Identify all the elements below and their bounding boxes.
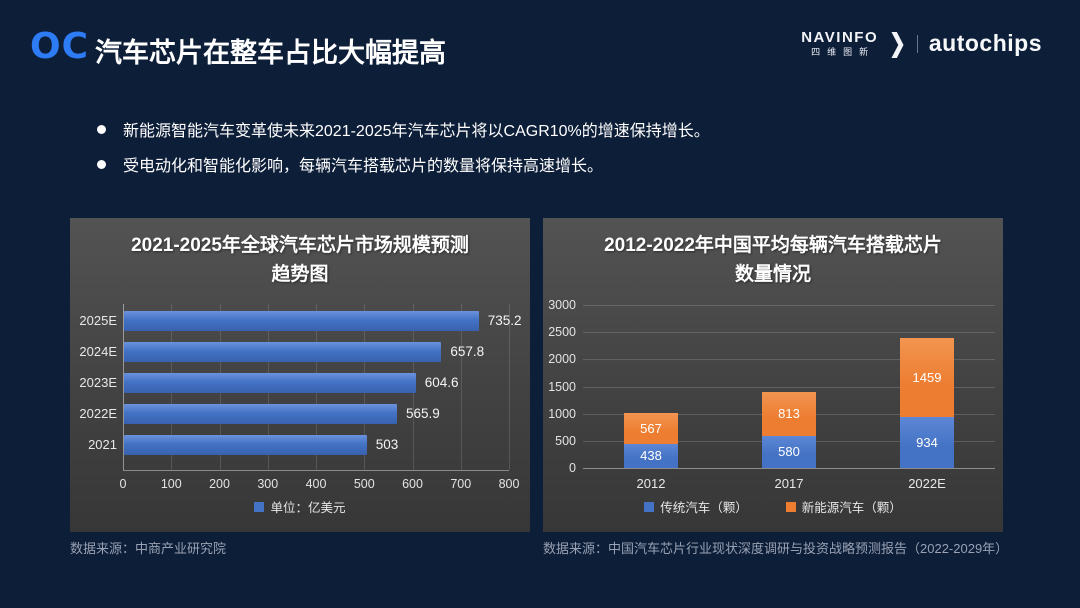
legend-entry: 单位：亿美元 — [254, 497, 346, 516]
oc-logo: OC — [30, 26, 90, 67]
y-tick-label: 2000 — [548, 352, 576, 367]
brand-divider — [916, 34, 918, 53]
segment-2012 — [624, 444, 678, 468]
y-tick-label: 3000 — [548, 298, 576, 312]
right-chart-title: 2012-2022年中国平均每辆汽车搭载芯片 数量情况 — [543, 231, 1003, 290]
segment-2022E — [900, 337, 954, 418]
y-tick-label: 1000 — [548, 406, 576, 421]
navinfo-chinese-name: 四维图新 — [811, 47, 876, 57]
gridline — [583, 386, 995, 388]
bullet-dot-icon — [97, 159, 106, 169]
category-label: 2022E — [908, 476, 946, 491]
navinfo-logo: NAVINFO 四维图新 — [801, 30, 878, 57]
category-label: 2017 — [774, 476, 804, 491]
gridline — [583, 332, 995, 334]
segment-value-label: 934 — [916, 434, 938, 450]
legend-label: 新能源汽车（颗） — [801, 501, 902, 515]
right-chart-title-line1: 2012-2022年中国平均每辆汽车搭载芯片 — [604, 235, 942, 256]
bullet-item: 新能源智能汽车变革使未来2021-2025年汽车芯片将以CAGR10%的增速保持… — [97, 117, 710, 141]
left-chart-plot: 0 100 200 300 400 500 600 700 800 2025E 735.2 2024E… — [70, 218, 530, 532]
segment-value-label: 438 — [640, 448, 662, 464]
segment-value-label: 580 — [778, 444, 800, 460]
value-label: 565.9 — [406, 406, 440, 421]
bar-2023E — [124, 373, 416, 393]
left-chart-title: 2021-2025年全球汽车芯片市场规模预测 趋势图 — [70, 231, 530, 290]
legend-swatch-orange — [785, 501, 796, 512]
category-label: 2012 — [636, 476, 666, 491]
bar-2022E — [124, 404, 398, 424]
bullet-item: 受电动化和智能化影响，每辆汽车搭载芯片的数量将保持高速增长。 — [97, 152, 710, 176]
navinfo-arrow-icon: ❯ — [889, 30, 906, 58]
y-tick-label: 500 — [555, 433, 576, 448]
x-axis-line — [583, 468, 995, 469]
bar-2021 — [124, 435, 367, 455]
value-label: 657.8 — [450, 344, 485, 359]
left-chart-title-line1: 2021-2025年全球汽车芯片市场规模预测 — [131, 235, 469, 256]
category-label: 2025E — [79, 313, 117, 328]
legend-entry: 新能源汽车（颗） — [785, 497, 902, 516]
brand-logos: NAVINFO 四维图新 ❯ autochips — [801, 30, 1042, 58]
category-label: 2023E — [79, 375, 117, 390]
bar-2024E — [124, 342, 442, 362]
y-tick-label: 1500 — [548, 379, 576, 394]
x-tick-label: 0 — [119, 477, 127, 491]
segment-2017 — [762, 436, 816, 468]
left-chart-title-line2: 趋势图 — [271, 264, 329, 286]
gridline — [583, 359, 995, 361]
x-tick-label: 400 — [305, 477, 327, 491]
left-chart-legend: 单位：亿美元 — [70, 497, 530, 516]
segment-value-label: 567 — [640, 420, 662, 436]
right-chart-legend: 传统汽车（颗） 新能源汽车（颗） — [543, 497, 1003, 516]
legend-label: 单位：亿美元 — [270, 501, 346, 515]
segment-value-label: 813 — [778, 406, 800, 422]
bullet-dot-icon — [97, 124, 106, 134]
right-chart-title-line2: 数量情况 — [734, 264, 811, 286]
right-data-source: 数据来源：中国汽车芯片行业现状深度调研与投资战略预测报告（2022-2029年） — [543, 541, 1009, 556]
autochips-logo: autochips — [928, 30, 1042, 56]
legend-label: 传统汽车（颗） — [660, 501, 748, 515]
x-tick-label: 600 — [402, 477, 423, 491]
left-data-source: 数据来源：中商产业研究院 — [70, 541, 227, 556]
navinfo-wordmark: NAVINFO — [801, 29, 879, 46]
bullet-text: 新能源智能汽车变革使未来2021-2025年汽车芯片将以CAGR10%的增速保持… — [123, 123, 710, 140]
category-label: 2022E — [79, 406, 117, 421]
gridline — [583, 305, 995, 306]
legend-swatch-blue — [254, 501, 265, 512]
y-tick-label: 0 — [569, 461, 576, 475]
right-chart-panel: 2012-2022年中国平均每辆汽车搭载芯片 数量情况 0 500 1000 1500… — [543, 218, 1003, 532]
x-axis-line — [123, 470, 509, 471]
page-title: 汽车芯片在整车占比大幅提高 — [95, 38, 446, 68]
left-chart-panel: 2021-2025年全球汽车芯片市场规模预测 趋势图 0 100 200 300 400… — [70, 218, 530, 532]
x-tick-label: 500 — [353, 477, 375, 491]
legend-swatch-blue — [644, 501, 655, 512]
x-tick-label: 100 — [160, 477, 182, 491]
segment-2012 — [624, 413, 678, 445]
legend-entry: 传统汽车（颗） — [644, 497, 748, 516]
gridline — [460, 304, 462, 470]
bar-2025E — [124, 311, 479, 331]
segment-value-label: 1459 — [912, 369, 942, 385]
value-label: 604.6 — [424, 375, 459, 390]
category-label: 2024E — [79, 344, 117, 359]
segment-2022E — [900, 417, 954, 468]
y-axis-line — [123, 304, 124, 470]
gridline — [509, 304, 510, 470]
x-tick-label: 800 — [498, 477, 520, 491]
y-tick-label: 2500 — [548, 325, 576, 340]
value-label: 503 — [375, 437, 399, 452]
segment-2017 — [762, 392, 816, 437]
x-tick-label: 700 — [450, 477, 472, 491]
bullet-text: 受电动化和智能化影响，每辆汽车搭载芯片的数量将保持高速增长。 — [123, 158, 604, 175]
x-tick-label: 300 — [257, 477, 279, 491]
bullet-list: 新能源智能汽车变革使未来2021-2025年汽车芯片将以CAGR10%的增速保持… — [97, 117, 710, 187]
right-chart-plot: 0 500 1000 1500 2000 2500 3000 438 567 2012 580 813… — [543, 218, 1003, 532]
value-label: 735.2 — [487, 313, 522, 328]
x-tick-label: 200 — [209, 477, 230, 491]
category-label: 2021 — [88, 437, 117, 452]
